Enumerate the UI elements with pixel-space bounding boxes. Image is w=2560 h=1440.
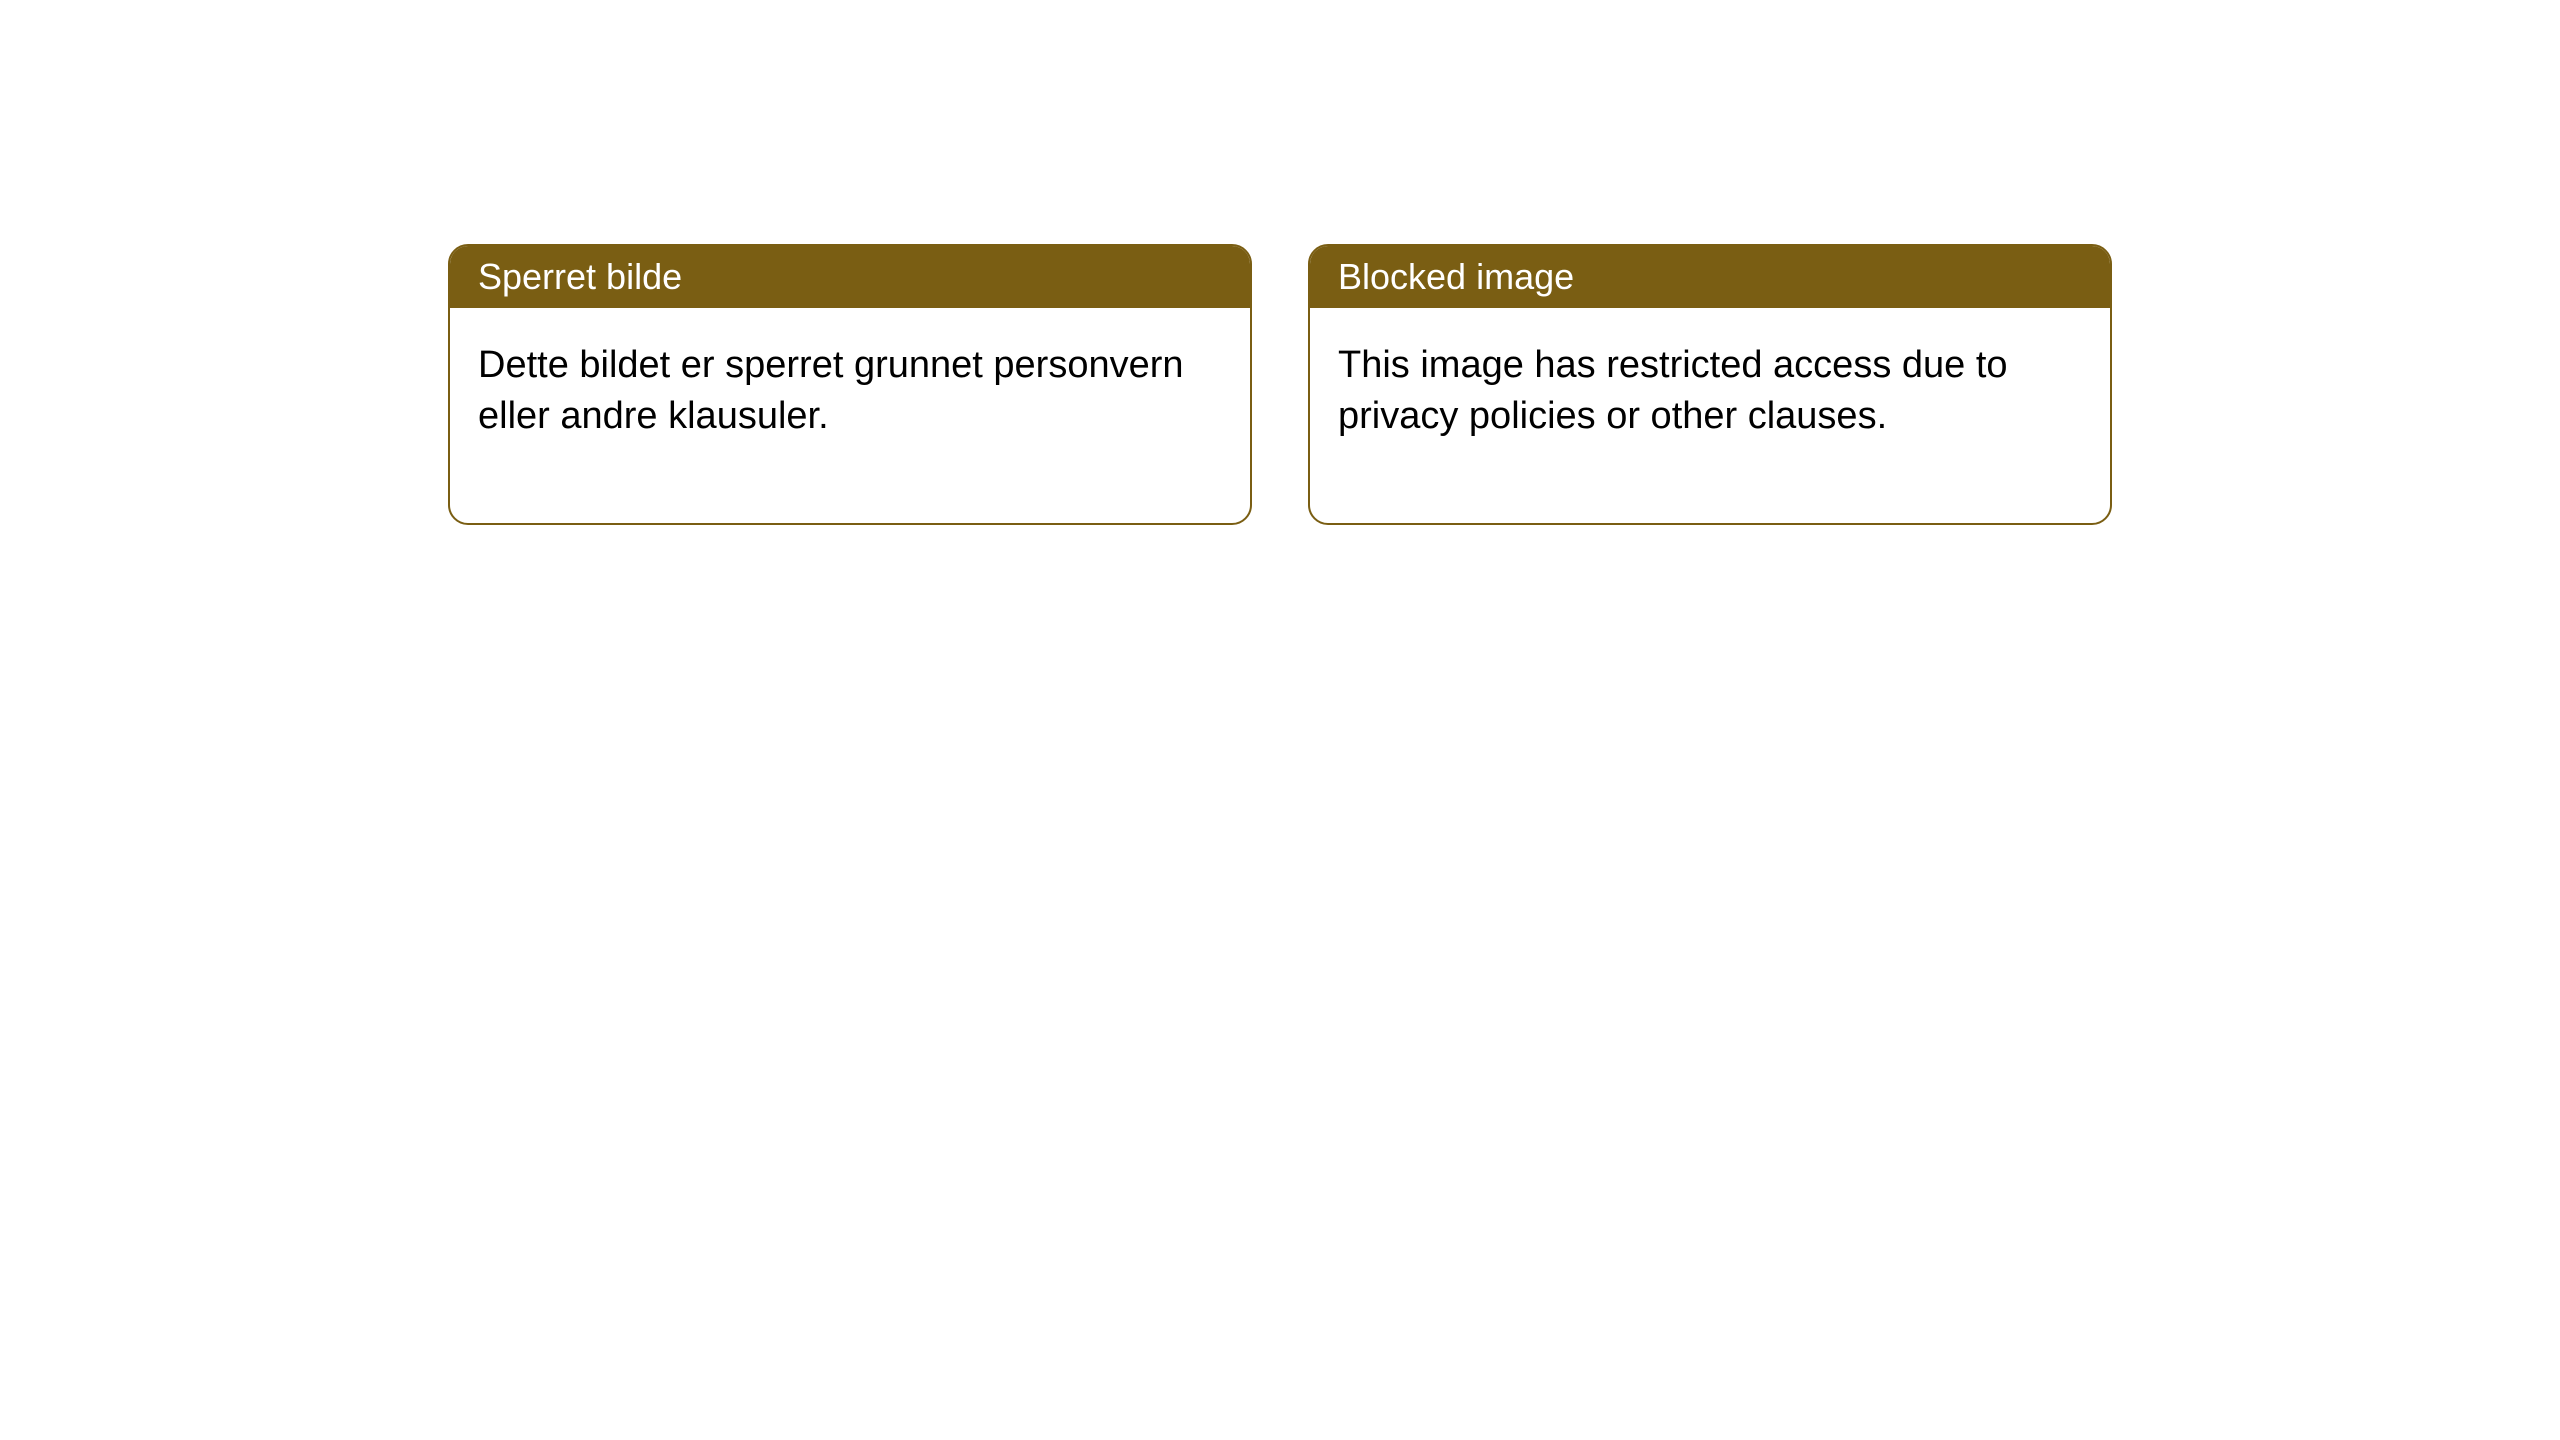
notice-body: This image has restricted access due to … xyxy=(1310,308,2110,523)
notice-header: Blocked image xyxy=(1310,246,2110,308)
notice-card-norwegian: Sperret bilde Dette bildet er sperret gr… xyxy=(448,244,1252,525)
notice-title: Sperret bilde xyxy=(478,256,1222,298)
notice-text: This image has restricted access due to … xyxy=(1338,340,2082,443)
notice-card-english: Blocked image This image has restricted … xyxy=(1308,244,2112,525)
notice-body: Dette bildet er sperret grunnet personve… xyxy=(450,308,1250,523)
notice-title: Blocked image xyxy=(1338,256,2082,298)
notice-container: Sperret bilde Dette bildet er sperret gr… xyxy=(0,0,2560,525)
notice-text: Dette bildet er sperret grunnet personve… xyxy=(478,340,1222,443)
notice-header: Sperret bilde xyxy=(450,246,1250,308)
